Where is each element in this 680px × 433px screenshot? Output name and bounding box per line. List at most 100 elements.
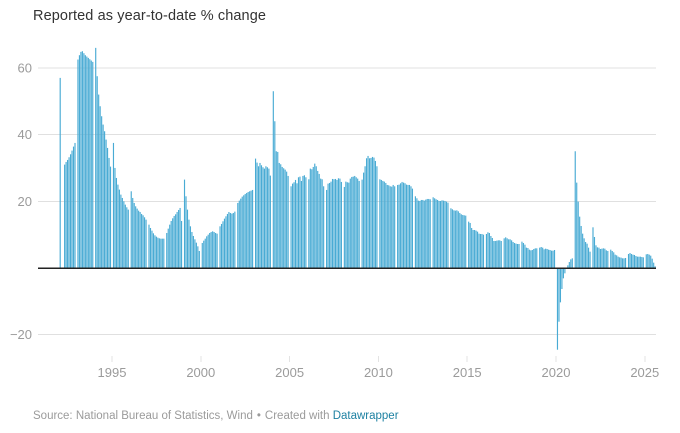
bar[interactable] (616, 255, 618, 268)
bar[interactable] (136, 208, 138, 268)
bar[interactable] (577, 201, 579, 268)
bar[interactable] (327, 183, 329, 268)
bar[interactable] (170, 220, 172, 268)
bar[interactable] (429, 199, 431, 268)
bar[interactable] (632, 254, 634, 268)
bar[interactable] (219, 226, 221, 268)
bar[interactable] (571, 258, 573, 268)
bar[interactable] (130, 191, 132, 268)
bar[interactable] (114, 167, 116, 268)
bar[interactable] (115, 177, 118, 268)
bar[interactable] (568, 262, 570, 268)
bar[interactable] (389, 186, 391, 268)
bar[interactable] (265, 166, 267, 268)
bar[interactable] (410, 186, 412, 268)
bar[interactable] (636, 256, 638, 268)
bar[interactable] (345, 181, 347, 268)
bar[interactable] (160, 238, 162, 268)
bar[interactable] (511, 240, 513, 268)
bar[interactable] (408, 184, 411, 268)
bar[interactable] (596, 247, 599, 268)
bar[interactable] (481, 233, 483, 268)
bar[interactable] (311, 169, 313, 268)
bar[interactable] (423, 200, 425, 268)
bar[interactable] (275, 151, 277, 268)
bar[interactable] (290, 186, 292, 268)
bar[interactable] (191, 231, 193, 268)
bar[interactable] (610, 249, 612, 268)
bar[interactable] (315, 166, 317, 268)
bar[interactable] (173, 215, 175, 268)
bar[interactable] (382, 180, 384, 268)
bar[interactable] (72, 146, 75, 268)
bar[interactable] (278, 162, 280, 268)
bar[interactable] (471, 227, 473, 268)
bar[interactable] (260, 165, 263, 268)
bar[interactable] (488, 232, 490, 268)
bar[interactable] (280, 164, 282, 268)
bar[interactable] (254, 158, 257, 268)
bar[interactable] (256, 162, 258, 268)
bar[interactable] (428, 198, 430, 268)
bar[interactable] (102, 124, 104, 268)
bar[interactable] (601, 248, 603, 268)
bar[interactable] (225, 216, 227, 268)
bar[interactable] (561, 268, 563, 290)
bar[interactable] (373, 157, 375, 268)
bar[interactable] (496, 240, 498, 268)
bar[interactable] (630, 253, 633, 268)
bar[interactable] (624, 257, 627, 268)
bar[interactable] (570, 259, 572, 268)
bar[interactable] (321, 179, 323, 268)
bar[interactable] (587, 247, 590, 268)
bar[interactable] (533, 248, 535, 268)
bar[interactable] (120, 194, 122, 268)
bar[interactable] (64, 164, 66, 268)
bar[interactable] (400, 183, 402, 268)
bar[interactable] (465, 215, 467, 268)
bar[interactable] (330, 181, 332, 268)
bar[interactable] (188, 219, 190, 268)
bar[interactable] (619, 257, 621, 268)
bar[interactable] (333, 179, 335, 268)
bar[interactable] (508, 239, 510, 268)
bar[interactable] (263, 168, 266, 268)
bar[interactable] (586, 243, 588, 268)
bar[interactable] (580, 225, 582, 268)
bar[interactable] (556, 268, 559, 350)
bar[interactable] (237, 202, 239, 268)
bar[interactable] (445, 201, 448, 268)
bar[interactable] (604, 248, 606, 268)
bar[interactable] (226, 213, 229, 268)
bar[interactable] (357, 178, 359, 268)
bar[interactable] (133, 202, 135, 268)
bar[interactable] (312, 166, 314, 268)
bar[interactable] (376, 166, 378, 268)
bar[interactable] (447, 202, 449, 268)
bar[interactable] (494, 240, 496, 268)
bar[interactable] (407, 184, 409, 268)
bar[interactable] (238, 200, 240, 268)
bar[interactable] (145, 219, 147, 268)
bar[interactable] (397, 184, 399, 268)
bar[interactable] (585, 241, 587, 268)
bar[interactable] (349, 178, 351, 268)
bar[interactable] (246, 192, 248, 268)
bar[interactable] (521, 241, 523, 268)
bar[interactable] (358, 180, 360, 268)
bar[interactable] (252, 189, 254, 268)
bar[interactable] (509, 239, 511, 268)
bar[interactable] (229, 212, 231, 268)
bar[interactable] (213, 231, 215, 268)
datawrapper-link[interactable]: Datawrapper (332, 410, 399, 422)
bar[interactable] (414, 196, 416, 268)
bar[interactable] (234, 211, 236, 268)
bar[interactable] (222, 221, 224, 268)
bar[interactable] (161, 238, 163, 268)
bar[interactable] (192, 235, 194, 268)
bar[interactable] (602, 248, 604, 268)
bar[interactable] (404, 183, 406, 268)
bar[interactable] (444, 200, 446, 268)
bar[interactable] (454, 210, 456, 268)
bar[interactable] (651, 258, 653, 268)
